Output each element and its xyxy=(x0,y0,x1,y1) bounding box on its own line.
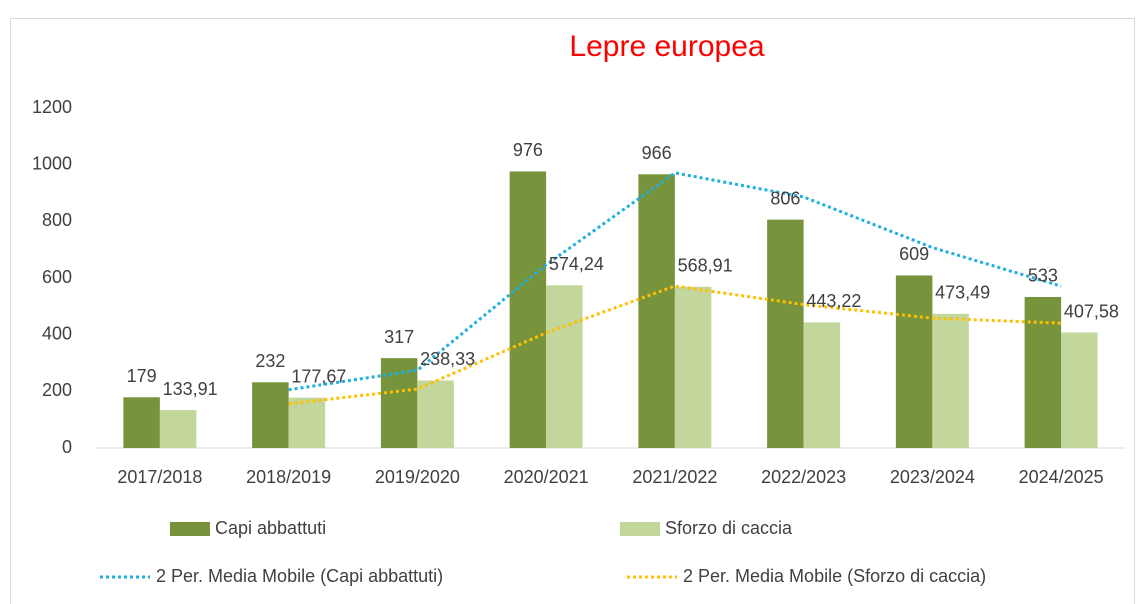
y-tick-label: 1000 xyxy=(32,153,72,173)
bar xyxy=(638,174,675,449)
data-label: 473,49 xyxy=(935,283,990,303)
legend-label: 2 Per. Media Mobile (Sforzo di caccia) xyxy=(683,566,986,586)
bar xyxy=(380,358,418,448)
bar xyxy=(895,275,933,448)
chart-title: Lepre europea xyxy=(569,30,764,63)
bar xyxy=(252,382,289,448)
data-label: 568,91 xyxy=(678,256,733,276)
bar xyxy=(767,219,804,448)
data-label: 232 xyxy=(255,351,285,371)
y-tick-label: 400 xyxy=(42,323,72,343)
bar xyxy=(1024,296,1062,448)
trendline xyxy=(288,284,1062,406)
bar xyxy=(509,171,547,448)
data-label: 609 xyxy=(899,244,929,264)
bar xyxy=(546,285,583,448)
bar xyxy=(674,286,712,448)
data-label: 806 xyxy=(770,188,800,208)
bar xyxy=(288,397,326,448)
x-tick-label: 2021/2022 xyxy=(632,467,717,487)
x-tick-label: 2020/2021 xyxy=(504,467,589,487)
data-label: 133,91 xyxy=(163,379,218,399)
legend-label: Sforzo di caccia xyxy=(665,518,793,538)
legend-swatch xyxy=(620,522,660,536)
x-tick-label: 2022/2023 xyxy=(761,467,846,487)
bar xyxy=(932,313,969,448)
legend-swatch xyxy=(170,522,210,536)
y-tick-label: 200 xyxy=(42,380,72,400)
data-label: 976 xyxy=(513,140,543,160)
y-tick-label: 800 xyxy=(42,210,72,230)
bar xyxy=(417,380,454,448)
data-label: 533 xyxy=(1028,266,1058,286)
x-tick-label: 2018/2019 xyxy=(246,467,331,487)
y-tick-label: 0 xyxy=(62,437,72,457)
data-label: 317 xyxy=(384,327,414,347)
y-tick-label: 600 xyxy=(42,267,72,287)
x-tick-label: 2019/2020 xyxy=(375,467,460,487)
data-label: 179 xyxy=(127,366,157,386)
x-tick-label: 2017/2018 xyxy=(117,467,202,487)
bar xyxy=(159,410,197,448)
bar xyxy=(123,397,160,448)
bar xyxy=(803,322,841,448)
data-label: 966 xyxy=(642,143,672,163)
data-label: 407,58 xyxy=(1064,301,1119,321)
data-label: 177,67 xyxy=(291,366,346,386)
x-tick-label: 2024/2025 xyxy=(1019,467,1104,487)
legend-label: 2 Per. Media Mobile (Capi abbattuti) xyxy=(156,566,443,586)
x-tick-label: 2023/2024 xyxy=(890,467,975,487)
legend-label: Capi abbattuti xyxy=(215,518,326,538)
y-tick-label: 1200 xyxy=(32,97,72,117)
data-label: 238,33 xyxy=(420,349,475,369)
data-label: 574,24 xyxy=(549,254,604,274)
data-label: 443,22 xyxy=(806,291,861,311)
bar xyxy=(1061,332,1098,448)
